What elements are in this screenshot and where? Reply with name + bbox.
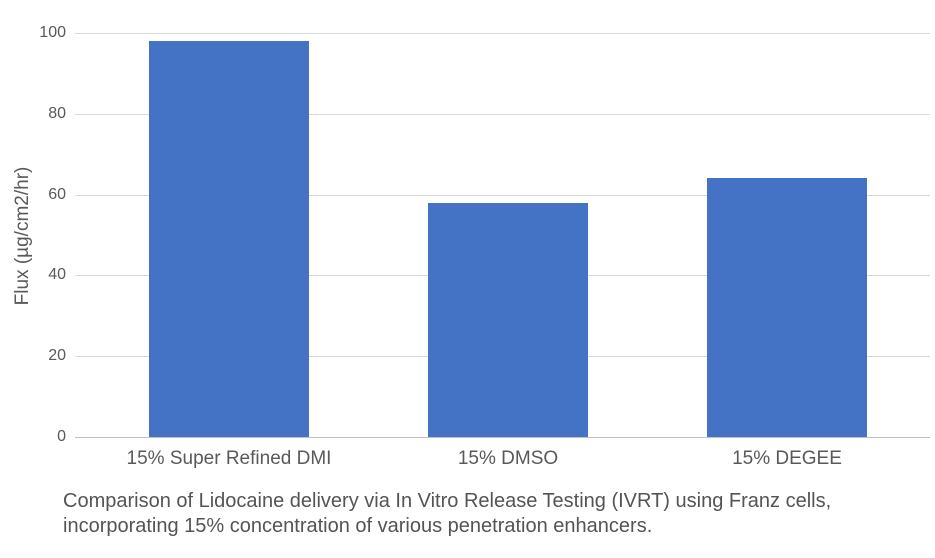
y-tick-label: 0 [57,428,66,445]
caption-line-1: Comparison of Lidocaine delivery via In … [63,490,832,512]
y-axis-title: Flux (µg/cm2/hr) [12,166,33,306]
y-tick-label: 40 [48,266,66,283]
bar-3 [707,178,867,437]
y-tick-label: 60 [48,186,66,203]
gridline [75,114,930,115]
y-tick-label: 80 [48,105,66,122]
x-category-label: 15% DEGEE [732,448,842,469]
x-axis-line [75,437,930,438]
caption-line-2: incorporating 15% concentration of vario… [63,515,653,537]
gridline [75,33,930,34]
bar-1 [149,41,309,437]
bar-2 [428,203,588,437]
x-category-label: 15% Super Refined DMI [126,448,332,469]
y-tick-label: 100 [39,24,66,41]
gridline [75,195,930,196]
x-category-label: 15% DMSO [457,448,559,469]
chart-caption: Comparison of Lidocaine delivery via In … [63,489,831,539]
y-tick-label: 20 [48,347,66,364]
